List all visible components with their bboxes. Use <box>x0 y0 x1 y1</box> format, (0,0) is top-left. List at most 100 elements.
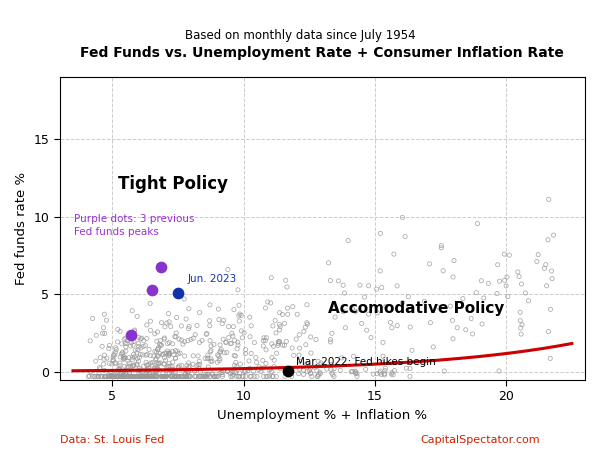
Point <box>170 373 179 380</box>
Point <box>271 329 281 337</box>
Point <box>220 349 229 356</box>
Point <box>150 348 160 355</box>
Point <box>494 367 504 374</box>
Point <box>305 367 314 374</box>
Point <box>162 373 172 380</box>
Point <box>372 370 382 377</box>
Text: Purple dots: 3 previous
Fed funds peaks: Purple dots: 3 previous Fed funds peaks <box>74 214 195 237</box>
Point <box>106 373 116 380</box>
Point <box>366 334 376 341</box>
Point <box>147 361 157 369</box>
Point <box>116 370 126 377</box>
Point <box>244 357 254 364</box>
Point <box>140 373 149 380</box>
Point <box>239 329 249 336</box>
Point <box>173 289 183 297</box>
Point <box>315 369 325 376</box>
Point <box>188 335 198 342</box>
Point <box>128 362 138 369</box>
Point <box>229 369 239 376</box>
Point <box>326 361 336 368</box>
Point <box>539 265 549 272</box>
Point <box>231 359 241 366</box>
Point <box>194 364 203 372</box>
Point <box>100 367 109 374</box>
Point <box>461 326 470 333</box>
Point <box>196 369 205 376</box>
Point <box>313 358 323 365</box>
Point <box>177 373 187 380</box>
Point <box>327 330 337 337</box>
Point <box>91 358 101 365</box>
Point <box>101 373 110 380</box>
Point <box>124 360 134 367</box>
Point <box>407 347 417 354</box>
Point <box>236 327 246 334</box>
Point <box>503 293 512 300</box>
Point <box>170 369 180 376</box>
Point <box>132 373 142 380</box>
Point <box>164 350 174 357</box>
Point <box>150 373 160 380</box>
Point <box>161 373 170 380</box>
Point <box>94 373 103 380</box>
Point <box>380 364 390 372</box>
Point <box>446 302 455 310</box>
Point <box>368 370 378 378</box>
Point <box>104 373 113 380</box>
Point <box>111 344 121 351</box>
Point <box>108 356 118 364</box>
Point <box>116 351 126 358</box>
Point <box>311 336 321 343</box>
Point <box>105 373 115 380</box>
Point <box>140 373 150 380</box>
Point <box>127 339 136 346</box>
Point <box>326 277 335 284</box>
Point <box>250 373 259 380</box>
Point <box>157 342 166 349</box>
Point <box>194 373 203 380</box>
Point <box>109 351 118 359</box>
Point <box>97 373 107 380</box>
Point <box>130 353 139 360</box>
Point <box>198 373 208 380</box>
Point <box>215 348 225 356</box>
Point <box>219 367 229 374</box>
Point <box>180 352 190 360</box>
Point <box>121 354 130 361</box>
Point <box>126 363 136 370</box>
Point <box>217 369 227 376</box>
Point <box>158 351 167 358</box>
Point <box>104 373 113 380</box>
Point <box>172 314 181 321</box>
Point <box>133 373 143 380</box>
Point <box>132 373 142 380</box>
Point <box>449 257 459 264</box>
Point <box>173 364 183 371</box>
Point <box>282 284 292 291</box>
Point <box>351 370 361 377</box>
Point <box>107 373 117 380</box>
Point <box>116 373 125 380</box>
Point <box>134 367 143 374</box>
Point <box>223 368 232 375</box>
Point <box>188 360 198 368</box>
Point <box>123 373 133 380</box>
Point <box>165 349 175 356</box>
Point <box>126 332 136 339</box>
Point <box>119 355 128 362</box>
Point <box>166 323 176 330</box>
Point <box>110 359 120 366</box>
Point <box>280 342 289 349</box>
Point <box>227 369 237 376</box>
Point <box>266 274 276 281</box>
Point <box>122 373 132 380</box>
Point <box>335 367 345 374</box>
Point <box>195 373 205 380</box>
Point <box>118 368 127 375</box>
Point <box>145 346 154 353</box>
Point <box>137 373 146 380</box>
Point <box>130 346 140 354</box>
Point <box>327 369 337 377</box>
Point <box>468 330 478 338</box>
